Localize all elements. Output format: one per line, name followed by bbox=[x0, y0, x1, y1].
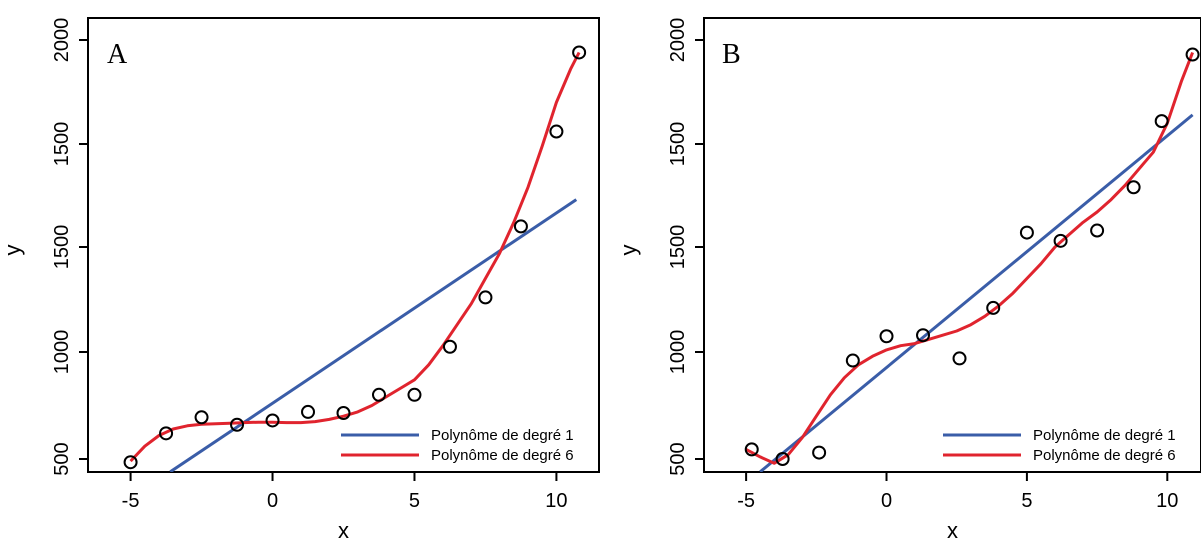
x-tick-label: 10 bbox=[545, 490, 567, 512]
plot-frame bbox=[87, 17, 600, 473]
data-point bbox=[442, 339, 457, 354]
x-tick-label: 0 bbox=[267, 490, 278, 512]
linear-fit-line bbox=[169, 198, 578, 472]
data-point bbox=[371, 387, 386, 402]
data-point bbox=[549, 124, 564, 139]
y-tick-label: 1000 bbox=[51, 330, 73, 375]
legend-label: Polynôme de degré 1 bbox=[1033, 427, 1176, 444]
y-tick-label: 1500 bbox=[51, 122, 73, 167]
data-point bbox=[1126, 180, 1141, 195]
data-point bbox=[916, 328, 931, 343]
plot-frame bbox=[703, 17, 1201, 473]
data-point bbox=[513, 219, 528, 234]
x-axis-label: x bbox=[338, 518, 349, 543]
x-tick-label: -5 bbox=[122, 490, 140, 512]
data-point bbox=[478, 290, 493, 305]
x-axis-label: x bbox=[947, 518, 958, 543]
data-point bbox=[986, 300, 1001, 315]
panel-a: -5 0 5 10 500 1000 1500 1500 2000 x y A Polynôme de … bbox=[0, 17, 600, 543]
y-tick-label: 2000 bbox=[51, 18, 73, 63]
data-point bbox=[952, 351, 967, 366]
y-tick-label: 500 bbox=[667, 442, 689, 475]
data-point bbox=[1154, 114, 1169, 129]
x-tick-label: 5 bbox=[1021, 490, 1032, 512]
data-point bbox=[194, 410, 209, 425]
y-tick-label: 500 bbox=[51, 442, 73, 475]
data-point bbox=[159, 426, 174, 441]
poly6-fit-line bbox=[129, 51, 581, 463]
data-point bbox=[336, 405, 351, 420]
data-point bbox=[845, 353, 860, 368]
data-point bbox=[123, 455, 138, 470]
data-point bbox=[572, 45, 587, 60]
poly6-fit-line bbox=[745, 51, 1194, 465]
data-point bbox=[744, 442, 759, 457]
panel-letter: B bbox=[722, 39, 741, 70]
data-point bbox=[1185, 47, 1200, 62]
legend-label: Polynôme de degré 6 bbox=[1033, 447, 1176, 464]
data-point bbox=[879, 329, 894, 344]
y-tick-label: 1500 bbox=[667, 225, 689, 270]
panel-b: -5 0 5 10 500 1000 1500 1500 2000 x y B Polynôme de … bbox=[616, 17, 1201, 543]
data-point bbox=[230, 417, 245, 432]
y-axis-label: y bbox=[616, 245, 641, 256]
x-tick-label: 5 bbox=[409, 490, 420, 512]
linear-fit-line bbox=[759, 113, 1194, 472]
data-point bbox=[407, 387, 422, 402]
data-point bbox=[265, 413, 280, 428]
y-axis-label: y bbox=[0, 245, 25, 256]
y-tick-label: 1000 bbox=[667, 330, 689, 375]
data-point bbox=[775, 452, 790, 466]
data-point bbox=[812, 445, 827, 460]
x-tick-label: 0 bbox=[881, 490, 892, 512]
data-point bbox=[1090, 223, 1105, 238]
y-tick-label: 1500 bbox=[667, 122, 689, 167]
panel-letter: A bbox=[107, 39, 128, 70]
legend-label: Polynôme de degré 6 bbox=[431, 447, 574, 464]
legend-label: Polynôme de degré 1 bbox=[431, 427, 574, 444]
x-tick-label: -5 bbox=[737, 490, 755, 512]
y-tick-label: 2000 bbox=[667, 18, 689, 63]
data-point bbox=[1019, 225, 1034, 240]
x-tick-label: 10 bbox=[1156, 490, 1178, 512]
data-point bbox=[1053, 233, 1068, 248]
y-tick-label: 1500 bbox=[51, 225, 73, 270]
data-point bbox=[301, 404, 316, 419]
